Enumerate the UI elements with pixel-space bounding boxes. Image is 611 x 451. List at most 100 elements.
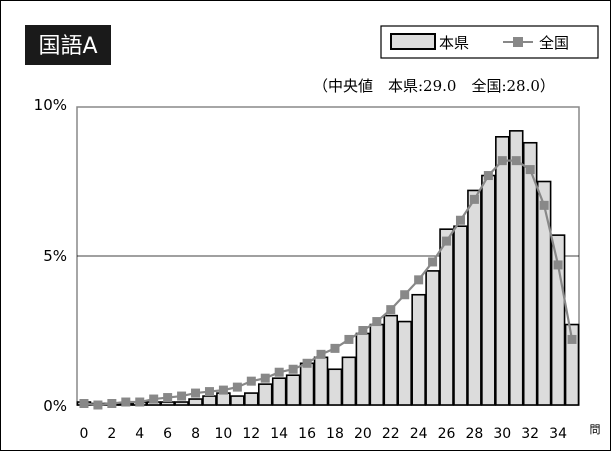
national-series-markers — [79, 156, 577, 410]
xtick-label-22: 22 — [382, 426, 400, 442]
marker-10 — [218, 385, 228, 395]
marker-32 — [525, 165, 535, 175]
marker-18 — [330, 343, 340, 353]
marker-34 — [553, 260, 563, 270]
marker-6 — [163, 393, 173, 403]
marker-20 — [358, 326, 368, 335]
bar-30 — [495, 136, 510, 406]
marker-19 — [344, 334, 354, 344]
bar-16 — [299, 362, 315, 406]
marker-12 — [246, 376, 256, 386]
bar-22 — [383, 314, 399, 406]
marker-8 — [191, 388, 201, 398]
xtick-label-28: 28 — [466, 426, 484, 442]
marker-27 — [455, 215, 465, 225]
marker-24 — [414, 275, 424, 285]
xtick-label-10: 10 — [215, 426, 233, 442]
xtick-label-4: 4 — [135, 426, 144, 442]
marker-22 — [386, 305, 396, 315]
chart-title: 国語A — [38, 34, 97, 59]
bar-13 — [257, 383, 273, 406]
xtick-label-8: 8 — [191, 426, 200, 442]
marker-33 — [539, 200, 549, 210]
bar-29 — [481, 174, 496, 406]
xtick-label-6: 6 — [163, 426, 172, 442]
xtick-label-12: 12 — [242, 426, 260, 442]
marker-17 — [316, 349, 326, 359]
marker-0 — [79, 399, 89, 409]
bar-8 — [188, 398, 203, 406]
marker-13 — [260, 373, 270, 383]
marker-21 — [372, 317, 382, 327]
bar-20 — [355, 332, 371, 406]
marker-28 — [469, 194, 479, 204]
marker-26 — [442, 236, 452, 246]
bar-19 — [341, 356, 357, 406]
marker-35 — [567, 334, 577, 344]
bar-18 — [327, 368, 343, 406]
legend-swatch-bar — [390, 33, 436, 50]
bar-series — [76, 130, 580, 406]
bar-26 — [439, 228, 454, 406]
xtick-label-26: 26 — [438, 426, 456, 442]
marker-25 — [428, 257, 438, 267]
marker-16 — [302, 358, 312, 368]
bar-15 — [285, 374, 301, 406]
bar-35 — [564, 323, 580, 406]
marker-3 — [121, 397, 131, 407]
xtick-label-14: 14 — [270, 426, 288, 442]
bar-10 — [216, 392, 231, 406]
xtick-label-2: 2 — [107, 426, 116, 442]
xtick-label-32: 32 — [521, 426, 539, 442]
marker-1 — [93, 400, 103, 410]
legend-label-bar: 本県 — [439, 34, 469, 52]
median-subtitle: （中央値 本県:29.0 全国:28.0） — [313, 77, 555, 95]
ytick-label-5: 5% — [43, 247, 67, 265]
legend-label-line: 全国 — [539, 34, 569, 52]
bar-33 — [536, 180, 552, 406]
bar-21 — [369, 323, 385, 406]
bar-31 — [508, 130, 524, 406]
marker-11 — [232, 382, 242, 392]
marker-7 — [177, 391, 187, 401]
marker-30 — [497, 156, 507, 166]
marker-29 — [483, 171, 493, 181]
x-axis-unit: 問 — [590, 423, 601, 436]
bar-7 — [174, 401, 189, 406]
title-box — [25, 25, 111, 65]
bar-9 — [202, 395, 217, 406]
bar-12 — [244, 392, 259, 406]
xtick-label-16: 16 — [298, 426, 316, 442]
marker-5 — [149, 394, 159, 404]
xtick-label-20: 20 — [354, 426, 372, 442]
legend: 本県 全国 — [380, 25, 599, 59]
xtick-label-34: 34 — [549, 426, 567, 442]
xtick-label-30: 30 — [493, 426, 511, 442]
marker-23 — [400, 290, 410, 300]
marker-14 — [274, 367, 284, 377]
marker-4 — [135, 397, 145, 407]
x-tick-labels: 0 2 4 6 8 10 12 14 16 18 20 22 24 26 28 30 32 34 — [80, 426, 568, 442]
marker-15 — [288, 364, 298, 374]
ytick-label-10: 10% — [34, 96, 67, 114]
legend-swatch-marker — [513, 37, 523, 47]
bar-17 — [313, 356, 329, 406]
xtick-label-24: 24 — [410, 426, 428, 442]
bar-25 — [425, 270, 440, 406]
marker-2 — [107, 399, 117, 409]
bar-32 — [522, 141, 538, 406]
bar-24 — [411, 293, 426, 406]
ytick-label-0: 0% — [43, 397, 67, 415]
marker-31 — [511, 156, 521, 166]
bar-28 — [467, 189, 482, 406]
bar-27 — [453, 225, 468, 406]
xtick-label-18: 18 — [326, 426, 344, 442]
xtick-label-0: 0 — [80, 426, 89, 442]
bar-11 — [230, 395, 245, 406]
bar-14 — [271, 377, 287, 406]
bar-6 — [160, 401, 175, 406]
marker-9 — [204, 387, 214, 397]
bar-23 — [397, 320, 412, 406]
